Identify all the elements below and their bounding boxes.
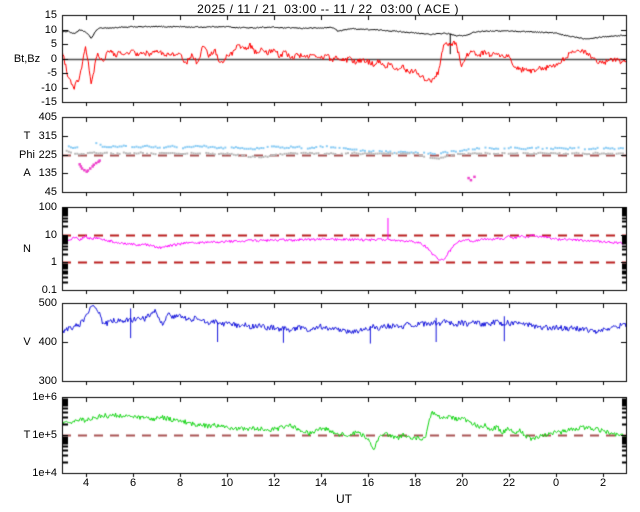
figure-title: 2025 / 11 / 21 03:00 -- 11 / 22 03:00 ( … [197,2,459,16]
y-tick-label: 5 [50,38,57,50]
x-tick-label: 14 [314,477,328,489]
y-axis-title: Phi [19,149,35,161]
y-tick-label: 10 [44,24,57,36]
y-axis-title: V [23,336,31,348]
y-axis-title: T [23,130,31,142]
x-tick-label: 8 [176,477,184,489]
y-tick-label: 225 [38,149,57,161]
y-tick-label: 45 [44,186,57,198]
y-tick-label: 300 [38,375,57,387]
x-tick-label: 22 [502,477,516,489]
y-tick-label: 500 [38,297,57,309]
y-axis-title: N [23,243,31,255]
y-tick-label: 400 [38,336,57,348]
x-tick-label: 4 [82,477,90,489]
y-tick-label: 405 [38,111,57,123]
y-axis-title: A [23,167,31,179]
y-tick-label: 135 [38,167,57,179]
y-tick-label: 0 [50,53,57,65]
x-tick-label: 20 [455,477,469,489]
y-tick-label: 1e+6 [32,391,57,403]
x-tick-label: 16 [361,477,375,489]
x-tick-label: 10 [220,477,234,489]
x-tick-label: 18 [408,477,422,489]
x-tick-label: 6 [129,477,137,489]
y-tick-label: -15 [41,96,57,108]
y-axis-title: Bt,Bz [13,53,41,65]
y-tick-label: -5 [47,67,57,79]
y-tick-label: 15 [44,9,57,21]
x-tick-label: 0 [552,477,560,489]
y-axis-title: T [23,429,31,441]
y-tick-label: 10 [44,229,57,241]
x-tick-label: 12 [267,477,281,489]
y-tick-label: 315 [38,130,57,142]
y-tick-label: 1 [50,256,57,268]
x-axis-label: UT [336,492,352,506]
y-tick-label: 1e+4 [32,467,57,479]
y-tick-label: 1e+5 [32,429,57,441]
y-tick-label: -10 [41,82,57,94]
x-tick-label: 2 [599,477,607,489]
y-tick-label: 100 [38,201,57,213]
y-tick-label: 0.1 [41,284,57,296]
